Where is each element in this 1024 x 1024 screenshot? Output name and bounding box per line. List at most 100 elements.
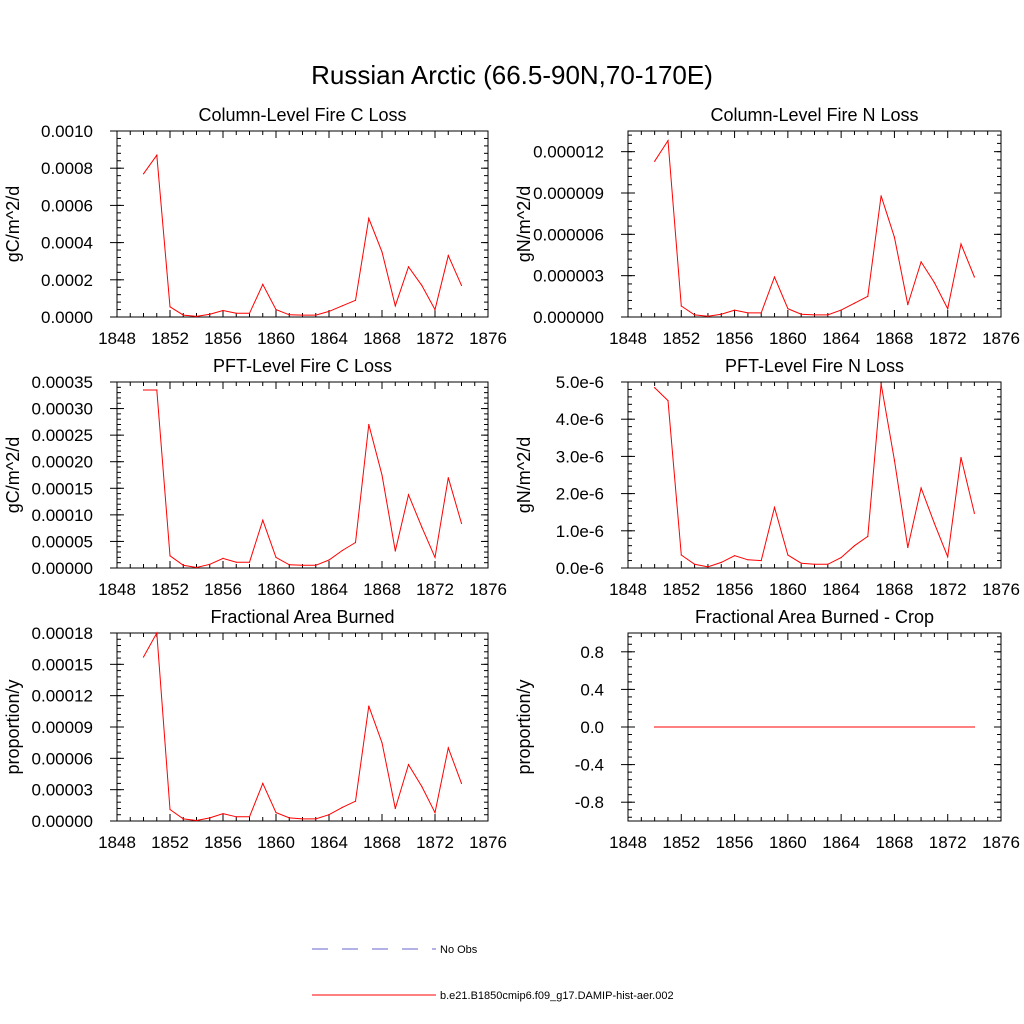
data-point xyxy=(680,305,682,307)
data-point xyxy=(288,564,290,566)
data-point xyxy=(460,284,463,286)
y-tick-label: 0.00009 xyxy=(32,718,93,737)
data-point xyxy=(853,545,856,547)
data-point xyxy=(222,557,224,560)
panel-title: Column-Level Fire C Loss xyxy=(198,105,406,125)
data-point xyxy=(867,295,869,297)
data-point xyxy=(827,563,829,565)
data-point xyxy=(947,556,949,558)
data-point xyxy=(947,308,949,310)
data-point xyxy=(381,742,383,744)
x-tick-label: 1860 xyxy=(257,580,295,599)
x-tick-label: 1864 xyxy=(310,833,348,852)
x-tick-label: 1876 xyxy=(982,833,1020,852)
data-point xyxy=(235,816,237,818)
data-point xyxy=(182,314,184,316)
y-tick-label: 0.00020 xyxy=(32,453,93,472)
data-point xyxy=(169,555,171,557)
y-tick-label: 0.000012 xyxy=(533,143,604,162)
y-tick-label: 0.0000 xyxy=(41,308,93,327)
panel-title: PFT-Level Fire N Loss xyxy=(725,356,904,376)
y-tick-label: 0.000000 xyxy=(533,308,604,327)
y-tick-label: 0.00015 xyxy=(32,479,93,498)
data-point xyxy=(734,555,736,557)
chart-panel-2: Column-Level Fire N Loss gN/m^2/d 1848 1852… xyxy=(514,105,1020,348)
x-tick-label: 1852 xyxy=(151,329,189,348)
x-tick-label: 1872 xyxy=(416,833,454,852)
data-point xyxy=(248,816,251,818)
y-tick-label: 0.0002 xyxy=(41,271,93,290)
x-tick-label: 1856 xyxy=(716,329,754,348)
y-axis-label: gC/m^2/d xyxy=(3,186,23,262)
data-point xyxy=(667,400,669,402)
chart-panel-1: Column-Level Fire C Loss gC/m^2/d 1848 1852… xyxy=(3,105,507,348)
data-point xyxy=(880,195,882,197)
x-tick-label: 1868 xyxy=(876,580,914,599)
y-tick-label: 0.0010 xyxy=(41,122,93,141)
panel-title: Fractional Area Burned - Crop xyxy=(695,607,934,627)
panel-title: Column-Level Fire N Loss xyxy=(710,105,918,125)
chart-panel-6: Fractional Area Burned - Crop proportion/… xyxy=(514,607,1020,852)
data-point xyxy=(787,554,789,556)
x-tick-label: 1864 xyxy=(822,329,860,348)
data-point xyxy=(301,564,304,566)
data-point xyxy=(315,818,317,820)
data-point xyxy=(315,564,317,566)
data-point xyxy=(182,818,184,820)
x-tick-label: 1868 xyxy=(363,329,401,348)
data-point xyxy=(773,506,776,508)
x-tick-label: 1876 xyxy=(469,833,507,852)
data-point xyxy=(328,559,330,561)
y-tick-label: 0.00000 xyxy=(32,812,93,831)
y-tick-label: 0.0004 xyxy=(41,234,93,253)
data-point xyxy=(421,526,423,528)
y-tick-label: 0.00030 xyxy=(32,400,93,419)
data-point xyxy=(880,383,882,385)
x-tick-label: 1856 xyxy=(204,329,242,348)
data-point xyxy=(235,561,237,563)
x-tick-label: 1848 xyxy=(98,580,136,599)
data-point xyxy=(840,309,842,311)
y-axis-label: gN/m^2/d xyxy=(514,186,534,262)
data-point xyxy=(142,389,145,391)
data-point xyxy=(394,305,396,307)
data-point xyxy=(973,512,976,514)
data-point xyxy=(368,423,370,426)
data-point xyxy=(169,808,171,811)
data-point xyxy=(800,313,802,315)
panel-title: PFT-Level Fire C Loss xyxy=(213,356,392,376)
data-point xyxy=(301,818,304,820)
data-point xyxy=(680,554,682,556)
data-point xyxy=(407,764,410,766)
x-tick-label: 1860 xyxy=(769,580,807,599)
data-point xyxy=(288,817,290,819)
chart-panel-4: PFT-Level Fire N Loss gN/m^2/d 1848 1852 185… xyxy=(514,356,1020,599)
x-tick-label: 1872 xyxy=(416,329,454,348)
data-point xyxy=(907,304,909,306)
y-tick-label: 0.4 xyxy=(580,680,604,699)
x-tick-label: 1848 xyxy=(609,329,647,348)
x-tick-label: 1864 xyxy=(310,329,348,348)
data-point xyxy=(920,261,922,263)
x-tick-label: 1872 xyxy=(416,580,454,599)
data-point xyxy=(434,556,436,559)
data-point xyxy=(787,308,789,310)
data-point xyxy=(288,314,290,316)
y-tick-label: -0.4 xyxy=(575,756,604,775)
data-point xyxy=(447,747,449,749)
data-point xyxy=(248,561,251,563)
y-axis-label: gC/m^2/d xyxy=(3,437,23,513)
x-tick-label: 1860 xyxy=(769,833,807,852)
x-tick-label: 1856 xyxy=(204,833,242,852)
data-point xyxy=(760,560,762,562)
data-point xyxy=(800,562,802,564)
data-point xyxy=(156,632,158,634)
data-point xyxy=(275,556,277,559)
data-point xyxy=(853,302,856,304)
y-tick-label: 0.00025 xyxy=(32,426,93,445)
data-point xyxy=(195,315,198,317)
data-point xyxy=(973,276,976,278)
data-point xyxy=(933,522,936,525)
x-tick-label: 1876 xyxy=(469,329,507,348)
